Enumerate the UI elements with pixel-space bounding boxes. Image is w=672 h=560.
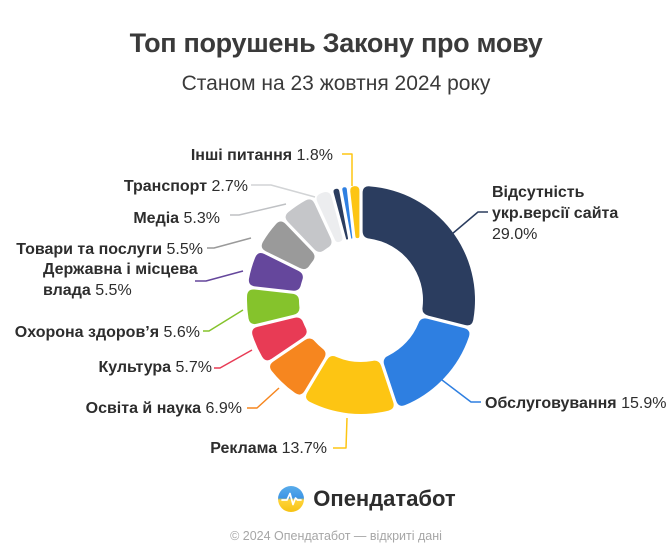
slice-percent: 29.0% (492, 225, 538, 243)
slice-label-government: Державна і місцева влада 5.5% (43, 260, 201, 302)
slice-label-service: Обслуговування 15.9% (485, 394, 666, 415)
slice-name: Культура (98, 359, 172, 376)
slice-percent: 5.5% (95, 281, 132, 299)
slice-name: Охорона здоров’я (14, 324, 160, 341)
slice-percent: 1.8% (296, 147, 333, 164)
slice-percent: 5.7% (175, 359, 212, 376)
chart-title: Топ порушень Закону про мову (129, 28, 543, 58)
leader-line-healthcare (203, 309, 244, 332)
slice-website (362, 186, 475, 326)
slice-government (248, 253, 303, 291)
leader-line-advertising (333, 417, 348, 449)
slice-name: Державна і місцева влада (43, 261, 198, 299)
slice-name: Відсутність укр.версії сайта (492, 184, 619, 222)
slice-healthcare (246, 289, 300, 325)
leader-line-service (441, 379, 481, 403)
slice-label-advertising: Реклама 13.7% (210, 439, 327, 460)
slice-percent: 2.7% (211, 178, 248, 195)
leader-line-goods (207, 237, 252, 249)
leader-line-media (230, 203, 287, 216)
leader-line-culture (214, 349, 253, 369)
leader-line-other (342, 153, 353, 186)
slice-label-education: Освіта й наука 6.9% (86, 399, 242, 420)
slice-label-culture: Культура 5.7% (98, 358, 212, 379)
slice-percent: 5.5% (166, 241, 203, 258)
slice-culture (252, 317, 307, 361)
brand-name: Опендатабот (313, 486, 456, 511)
slice-percent: 5.6% (163, 324, 200, 341)
slice-name: Медіа (133, 210, 180, 227)
chart-subtitle: Станом на 23 жовтня 2024 року (181, 72, 491, 95)
slice-name: Транспорт (123, 178, 208, 195)
slice-goods (261, 221, 315, 270)
slice-label-transport: Транспорт 2.7% (124, 177, 248, 198)
slice-percent: 6.9% (205, 400, 242, 417)
slice-name: Реклама (210, 440, 278, 457)
leader-line-education (247, 387, 280, 409)
slice-percent: 13.7% (281, 440, 327, 457)
slice-name: Освіта й наука (85, 400, 202, 417)
slice-label-other-issues: Інші питання 1.8% (191, 146, 333, 167)
slice-other (350, 186, 360, 239)
slice-name: Інші питання (190, 147, 293, 164)
leader-line-transport (251, 184, 316, 198)
slice-transport (316, 191, 343, 243)
slice-label-goods-services: Товари та послуги 5.5% (16, 240, 203, 261)
slice-minor-blue (342, 187, 353, 239)
slice-label-website: Відсутність укр.версії сайта 29.0% (492, 183, 628, 245)
slice-name: Обслуговування (485, 395, 617, 412)
leader-line-government (195, 270, 244, 282)
slice-name: Товари та послуги (16, 241, 163, 258)
slice-service (383, 318, 470, 406)
slice-education (270, 338, 326, 395)
slice-media (285, 199, 332, 252)
slice-percent: 15.9% (621, 395, 667, 412)
slice-label-healthcare: Охорона здоров’я 5.6% (15, 323, 200, 344)
slice-minor-navy (333, 188, 349, 240)
leader-line-website (451, 211, 488, 235)
slice-label-media: Медіа 5.3% (133, 209, 220, 230)
opendatabot-logo-icon (278, 486, 305, 512)
slice-advertising (306, 356, 394, 415)
copyright: © 2024 Опендатабот — відкриті дані (230, 529, 442, 543)
slice-percent: 5.3% (183, 210, 220, 227)
brand: Опендатабот (62, 485, 672, 513)
